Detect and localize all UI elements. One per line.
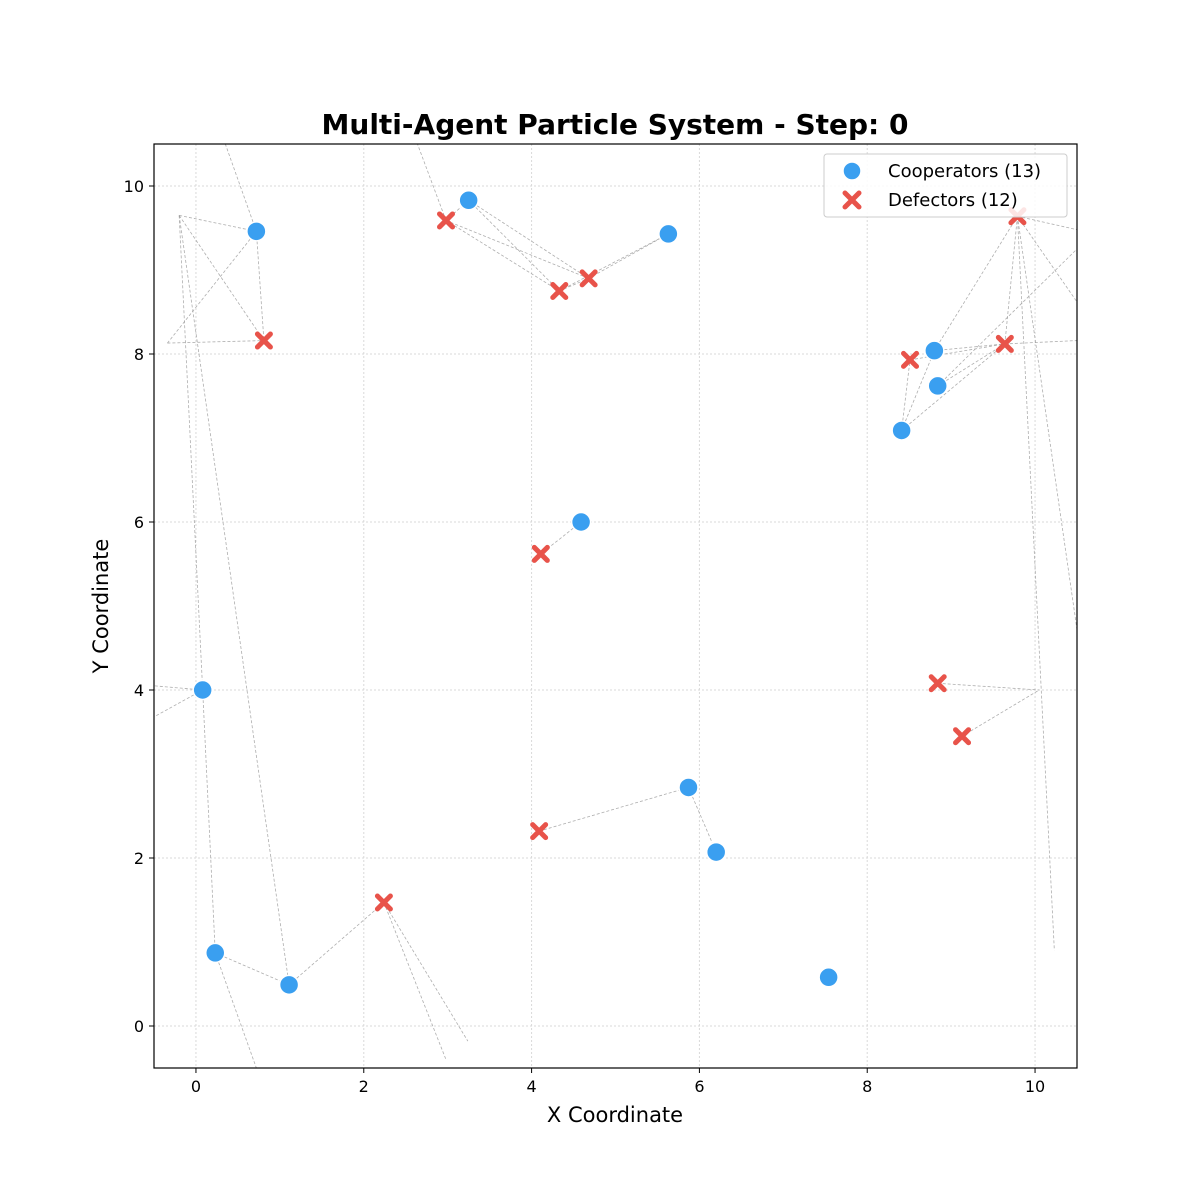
- x-tick-label: 4: [526, 1077, 536, 1096]
- y-tick-label: 8: [134, 345, 144, 364]
- connection-line: [178, 215, 290, 985]
- legend-cooperator-marker: [842, 161, 862, 181]
- defector-point: [374, 893, 393, 912]
- legend-defector-marker: [842, 190, 862, 210]
- connection-line: [934, 216, 1018, 351]
- x-axis-label: X Coordinate: [547, 1103, 683, 1127]
- connection-line: [154, 689, 203, 718]
- cooperator-point: [924, 340, 945, 361]
- defector-point: [953, 727, 972, 746]
- x-tick-label: 0: [191, 1077, 201, 1096]
- connection-line: [178, 215, 204, 691]
- y-tick-label: 4: [134, 681, 144, 700]
- defector-point: [901, 350, 920, 369]
- connection-line: [224, 144, 257, 232]
- defector-point: [437, 211, 456, 230]
- defector-point: [550, 282, 569, 300]
- connection-line: [588, 233, 669, 279]
- connection-line: [167, 231, 257, 344]
- y-axis: 0 2 4 6 8 10: [124, 177, 154, 1036]
- connection-line: [1017, 215, 1077, 231]
- legend: Cooperators (13) Defectors (12): [823, 153, 1068, 218]
- defector-point: [530, 822, 549, 841]
- connection-line: [288, 902, 385, 986]
- cooperator-point: [192, 679, 213, 701]
- x-tick-label: 10: [1025, 1077, 1045, 1096]
- connection-line: [215, 952, 290, 986]
- y-axis-label: Y Coordinate: [89, 539, 113, 675]
- connection-line: [909, 343, 1005, 361]
- connection-line: [154, 685, 203, 691]
- y-tick-label: 6: [134, 513, 144, 532]
- connection-line: [214, 952, 257, 1068]
- connection-line: [539, 787, 689, 832]
- connection-line: [934, 343, 1005, 352]
- connection-line: [688, 787, 717, 853]
- connection-line: [468, 199, 589, 279]
- cooperator-point: [658, 223, 679, 245]
- cooperator-point: [818, 967, 839, 988]
- legend-cooperators-label: Cooperators (13): [888, 161, 1041, 182]
- connection-line: [901, 359, 911, 431]
- cooperator-point: [570, 511, 592, 533]
- connection-line: [179, 215, 257, 232]
- connection-line: [383, 902, 469, 1042]
- connection-line: [202, 689, 216, 953]
- connection-line: [1004, 216, 1018, 344]
- chart-title: Multi-Agent Particle System - Step: 0: [322, 108, 909, 141]
- cooperator-point: [205, 942, 226, 964]
- y-tick-label: 10: [124, 177, 144, 196]
- connection-line: [1017, 216, 1055, 951]
- plot-background: [154, 144, 1077, 1068]
- cooperator-point: [891, 420, 912, 441]
- defector-point: [531, 544, 550, 563]
- x-tick-label: 2: [359, 1077, 369, 1096]
- connection-line: [445, 220, 560, 292]
- connection-line: [559, 233, 669, 292]
- x-tick-label: 8: [862, 1077, 872, 1096]
- defector-point: [579, 269, 598, 288]
- grid: [154, 144, 1077, 1068]
- legend-defectors-label: Defectors (12): [888, 190, 1018, 211]
- connection-line: [468, 199, 560, 292]
- connection-line: [937, 343, 1006, 387]
- defector-point: [995, 334, 1014, 353]
- cooperator-point: [278, 974, 300, 996]
- x-axis: 0 2 4 6 8 10: [191, 1068, 1045, 1096]
- connection-lines: [154, 144, 1077, 1068]
- connection-line: [417, 144, 447, 221]
- connection-line: [178, 215, 265, 341]
- x-tick-label: 6: [694, 1077, 704, 1096]
- data-markers: [192, 190, 1027, 996]
- connection-line: [901, 350, 935, 431]
- connection-line: [937, 682, 1040, 691]
- connection-line: [1017, 216, 1077, 630]
- y-tick-label: 2: [134, 849, 144, 868]
- defector-point: [928, 674, 947, 693]
- cooperator-point: [458, 190, 479, 211]
- connection-line: [445, 220, 589, 279]
- cooperator-point: [705, 841, 727, 863]
- connection-line: [1017, 216, 1077, 303]
- connection-line: [383, 902, 447, 1060]
- cooperator-point: [927, 375, 948, 397]
- cooperator-point: [246, 221, 267, 242]
- y-tick-label: 0: [134, 1017, 144, 1036]
- connection-line: [255, 231, 265, 341]
- legend-box: [823, 153, 1068, 218]
- defector-point: [254, 331, 273, 350]
- connection-line: [1004, 340, 1077, 345]
- cooperator-point: [678, 777, 699, 798]
- connection-line: [167, 340, 264, 344]
- connection-line: [901, 343, 1006, 431]
- plot-area: [153, 143, 1078, 1069]
- plot-frame: [153, 143, 1078, 1069]
